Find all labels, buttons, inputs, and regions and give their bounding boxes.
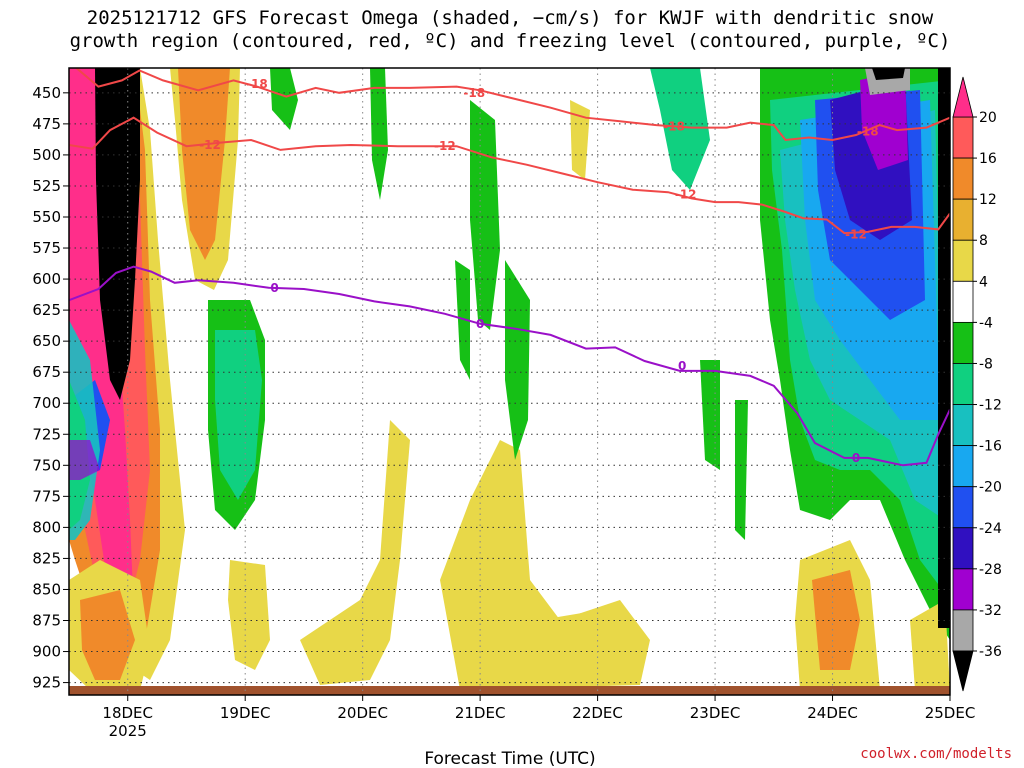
plot-frame	[68, 67, 951, 696]
x-tick-label-20DEC: 20DEC	[337, 704, 388, 722]
y-tick-label-850: 850	[32, 580, 61, 598]
colorbar-label-11: -28	[979, 562, 1002, 578]
chart-title-line-1: 2025121712 GFS Forecast Omega (shaded, −…	[87, 7, 934, 29]
contour-label-0-0: -18	[246, 77, 268, 91]
contour-label-2-1: 0	[476, 317, 484, 331]
colorbar: 20 16 12 8 4 -4 -8 -12 -16 -20 -24 -28 -32 -36	[952, 76, 1002, 692]
colorbar-label-5: -4	[979, 315, 993, 331]
y-tick-label-450: 450	[32, 84, 61, 102]
colorbar-bottom-cap	[952, 650, 974, 692]
colorbar-swatch-9	[952, 486, 974, 529]
y-tick-label-675: 675	[32, 363, 61, 381]
credit-link[interactable]: coolwx.com/modelts	[860, 746, 1012, 762]
colorbar-label-12: -32	[979, 603, 1002, 619]
x-tick-label-18DEC: 18DEC	[102, 704, 153, 722]
chart-grid	[69, 68, 951, 695]
y-tick-label-925: 925	[32, 674, 61, 692]
y-tick-label-550: 550	[32, 208, 61, 226]
x-tick-label-24DEC: 24DEC	[807, 704, 858, 722]
contour-label-1-0: -12	[199, 138, 221, 152]
colorbar-label-2: 12	[979, 192, 997, 208]
contour-label-0-1: -18	[463, 86, 485, 100]
colorbar-swatch-0	[952, 116, 974, 159]
y-tick-label-875: 875	[32, 612, 61, 630]
y-tick-label-500: 500	[32, 146, 61, 164]
colorbar-swatch-5	[952, 321, 974, 364]
colorbar-label-0: 20	[979, 110, 997, 126]
contour-label-0-3: -18	[857, 124, 879, 138]
x-tick-label-25DEC: 25DEC	[925, 704, 976, 722]
x-tick-label-23DEC: 23DEC	[690, 704, 741, 722]
contour-line-2	[69, 265, 950, 467]
contour-label-0-2: -18	[663, 119, 685, 133]
colorbar-label-9: -20	[979, 480, 1002, 496]
contour-label-1-2: -12	[675, 188, 697, 202]
y-tick-label-800: 800	[32, 518, 61, 536]
y-tick-label-825: 825	[32, 549, 61, 567]
contour-label-1-1: -12	[434, 139, 456, 153]
contour-label-2-2: 0	[678, 359, 686, 373]
colorbar-swatch-1	[952, 157, 974, 200]
colorbar-label-10: -24	[979, 521, 1002, 537]
contour-label-2-3: 0	[852, 451, 860, 465]
x-tick-label-19DEC: 19DEC	[220, 704, 271, 722]
colorbar-label-3: 8	[979, 233, 988, 249]
colorbar-swatch-2	[952, 198, 974, 241]
contour-label-2-0: 0	[270, 281, 278, 295]
colorbar-label-6: -8	[979, 356, 993, 372]
contour-lines: -18 -18 -18 -18 -12 -12 -12 -12 0 0 0 0	[69, 68, 950, 467]
y-tick-label-600: 600	[32, 270, 61, 288]
x-axis-label: Forecast Time (UTC)	[424, 749, 595, 768]
y-tick-label-475: 475	[32, 115, 61, 133]
colorbar-label-13: -36	[979, 644, 1002, 660]
colorbar-swatch-7	[952, 404, 974, 447]
colorbar-swatch-10	[952, 527, 974, 570]
x-tick-label-21DEC: 21DEC	[455, 704, 506, 722]
colorbar-swatch-8	[952, 445, 974, 488]
colorbar-label-7: -12	[979, 398, 1002, 414]
colorbar-label-1: 16	[979, 151, 997, 167]
colorbar-swatch-11	[952, 568, 974, 611]
chart-title-line-2: growth region (contoured, red, ºC) and f…	[70, 30, 951, 52]
contour-label-1-3: -12	[845, 227, 867, 241]
colorbar-swatch-3	[952, 239, 974, 282]
y-tick-label-900: 900	[32, 643, 61, 661]
colorbar-swatch-12	[952, 609, 974, 652]
y-tick-label-750: 750	[32, 456, 61, 474]
contour-line-1	[69, 116, 950, 235]
y-tick-label-625: 625	[32, 301, 61, 319]
contour-line-0	[74, 68, 950, 142]
y-tick-label-700: 700	[32, 394, 61, 412]
x-tick-label-22DEC: 22DEC	[572, 704, 623, 722]
x-tick-sublabel-18DEC: 2025	[109, 722, 147, 740]
y-tick-label-525: 525	[32, 177, 61, 195]
omega-shaded-field	[69, 68, 950, 695]
y-tick-label-575: 575	[32, 239, 61, 257]
y-tick-label-650: 650	[32, 332, 61, 350]
colorbar-label-8: -16	[979, 439, 1002, 455]
y-tick-label-775: 775	[32, 487, 61, 505]
colorbar-swatch-6	[952, 363, 974, 405]
y-axis-ticks: 450 475 500 525 550 575 600 625 650 675 700 725 750 7…	[32, 84, 69, 692]
colorbar-swatch-4	[952, 280, 974, 323]
colorbar-label-4: 4	[979, 274, 988, 290]
y-tick-label-725: 725	[32, 425, 61, 443]
colorbar-top-cap	[952, 76, 974, 118]
